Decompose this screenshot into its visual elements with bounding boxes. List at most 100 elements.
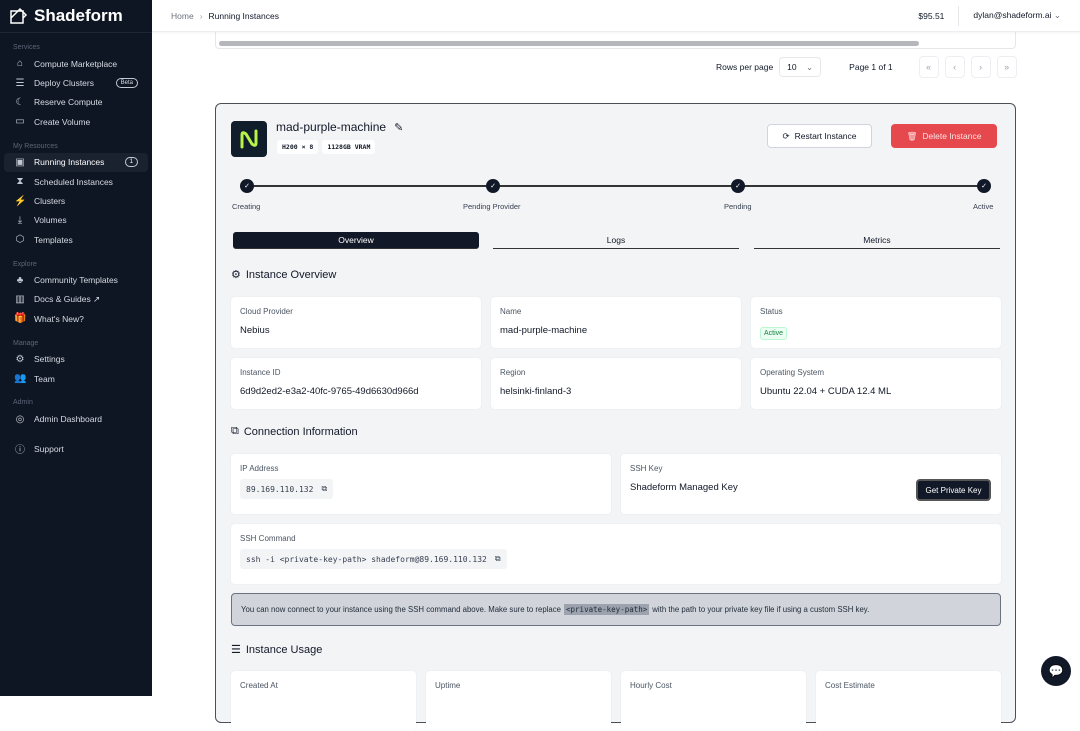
field-value: Nebius: [240, 325, 270, 336]
sidebar-item-label: Templates: [34, 234, 73, 245]
breadcrumb-home[interactable]: Home: [171, 10, 194, 21]
first-page-button[interactable]: «: [918, 56, 939, 78]
server-icon: ☰: [15, 77, 25, 89]
gift-icon: 🎁: [14, 313, 27, 325]
gear-icon: ⚙: [15, 353, 25, 365]
sidebar-item-scheduled-instances[interactable]: ⧗ Scheduled Instances: [4, 172, 148, 191]
restart-label: Restart Instance: [794, 131, 857, 141]
field-card: Status Active: [751, 297, 1001, 348]
rows-per-page-select[interactable]: 10 ⌄: [779, 57, 822, 77]
drive-icon: ▭: [15, 116, 25, 128]
edit-pencil-icon[interactable]: ✎: [394, 121, 404, 134]
usage-card: Hourly Cost: [621, 671, 806, 731]
copy-icon[interactable]: ⧉: [494, 554, 501, 563]
step-check-icon: ✓: [731, 179, 745, 193]
server-icon: ☰: [231, 644, 241, 656]
gpu-chip: H200 × 8: [277, 140, 319, 154]
note-code: <private-key-path>: [564, 604, 650, 615]
ssh-key-field: SSH Key Shadeform Managed Key Get Privat…: [621, 454, 1001, 514]
ip-value: 89.169.110.132: [246, 484, 314, 494]
chip-icon: ⚙: [231, 269, 241, 281]
sidebar-item-templates[interactable]: ⬡ Templates: [4, 230, 148, 249]
ssh-key-value: Shadeform Managed Key: [630, 482, 738, 493]
store-icon: ⌂: [16, 58, 24, 70]
ssh-command-value: ssh -i <private-key-path> shadeform@89.1…: [246, 554, 487, 564]
chevron-right-icon: ›: [199, 10, 203, 21]
user-menu[interactable]: dylan@shadeform.ai ⌄: [973, 10, 1061, 21]
sidebar-item-support[interactable]: ⓘ Support: [4, 439, 148, 458]
moon-icon: ☾: [15, 96, 25, 108]
delete-instance-button[interactable]: 🗑 Delete Instance: [891, 124, 997, 148]
note-text: You can now connect to your instance usi…: [241, 605, 562, 614]
sidebar-section-label: Services: [13, 44, 40, 51]
cpu-icon: ▣: [15, 156, 25, 168]
logo[interactable]: Shadeform: [0, 0, 152, 33]
sidebar-item-label: Support: [34, 443, 64, 454]
usage-card: Uptime: [426, 671, 611, 731]
field-card: Name mad-purple-machine: [491, 297, 741, 348]
trash-icon: 🗑: [906, 130, 918, 141]
community-icon: ♣: [16, 274, 24, 286]
step-label: Creating: [232, 202, 261, 211]
shadeform-logo-icon: [10, 7, 28, 24]
sidebar-item-label: Deploy Clusters: [34, 78, 94, 89]
tab-overview[interactable]: Overview: [233, 232, 479, 249]
field-label: Cloud Provider: [240, 307, 293, 316]
field-label: Created At: [240, 681, 278, 690]
field-value: Ubuntu 22.04 + CUDA 12.4 ML: [760, 386, 892, 397]
sidebar-item-clusters[interactable]: ⚡ Clusters: [4, 191, 148, 210]
sidebar-item-compute-marketplace[interactable]: ⌂ Compute Marketplace: [4, 54, 148, 73]
last-page-button[interactable]: »: [996, 56, 1017, 78]
sidebar-item-label: Running Instances: [34, 157, 105, 168]
horizontal-scrollbar[interactable]: [219, 41, 919, 46]
field-label: SSH Command: [240, 534, 296, 543]
sidebar-item-deploy-clusters[interactable]: ☰ Deploy Clusters Beta: [4, 73, 148, 92]
prev-page-button[interactable]: ‹: [944, 56, 965, 78]
sidebar-item-community-templates[interactable]: ♣ Community Templates: [4, 271, 148, 290]
balance: $95.51: [918, 10, 945, 21]
status-badge: Active: [760, 327, 788, 340]
section-title: Instance Overview: [245, 268, 337, 281]
breadcrumb-current: Running Instances: [208, 10, 279, 21]
field-value: mad-purple-machine: [500, 325, 588, 336]
field-label: Instance ID: [240, 368, 281, 377]
pagination: Rows per page 10 ⌄ Page 1 of 1 « ‹ › »: [716, 56, 1017, 78]
sidebar-section-label: My Resources: [13, 142, 58, 150]
field-label: Region: [500, 368, 526, 377]
nebius-logo-icon: [240, 129, 258, 149]
field-label: Uptime: [435, 681, 461, 690]
field-label: Cost Estimate: [825, 681, 875, 690]
sidebar-item-volumes[interactable]: ⤓ Volumes: [4, 211, 148, 230]
tab-logs[interactable]: Logs: [493, 232, 739, 249]
chevron-down-icon: ⌄: [1053, 10, 1061, 20]
field-label: IP Address: [240, 464, 279, 473]
sidebar-item-label: Reserve Compute: [34, 97, 103, 108]
sidebar-item-reserve-compute[interactable]: ☾ Reserve Compute: [4, 93, 148, 112]
restart-instance-button[interactable]: ⟳ Restart Instance: [767, 124, 872, 148]
sidebar-item-running-instances[interactable]: ▣ Running Instances 1: [4, 152, 148, 172]
sidebar-item-what-s-new[interactable]: 🎁 What's New?: [4, 309, 148, 328]
copy-icon[interactable]: ⧉: [321, 484, 328, 493]
sidebar-item-team[interactable]: 👥 Team: [4, 369, 148, 388]
sidebar-item-create-volume[interactable]: ▭ Create Volume: [4, 112, 148, 131]
get-private-key-button[interactable]: Get Private Key: [916, 479, 991, 501]
sidebar-item-admin-dashboard[interactable]: ◎ Admin Dashboard: [4, 409, 148, 428]
tab-metrics[interactable]: Metrics: [754, 232, 1000, 249]
field-label: Status: [760, 307, 783, 316]
instance-name: mad-purple-machine: [276, 120, 387, 134]
field-label: SSH Key: [630, 464, 663, 473]
sidebar-item-label: Settings: [34, 354, 65, 365]
sidebar-section-label: Admin: [13, 399, 33, 407]
rows-value: 10: [787, 62, 797, 72]
chat-support-button[interactable]: 💬: [1041, 656, 1071, 686]
refresh-icon: ⟳: [782, 130, 790, 141]
box-icon: ⬡: [15, 234, 25, 246]
sidebar-item-settings[interactable]: ⚙ Settings: [4, 350, 148, 369]
users-icon: 👥: [14, 373, 27, 385]
delete-label: Delete Instance: [922, 131, 982, 141]
field-card: Operating System Ubuntu 22.04 + CUDA 12.4…: [751, 358, 1001, 409]
next-page-button[interactable]: ›: [970, 56, 991, 78]
sidebar-item-label: What's New?: [34, 313, 84, 324]
step-label: Pending: [724, 202, 752, 211]
sidebar-item-docs-guides[interactable]: ▥ Docs & Guides ↗: [4, 290, 148, 309]
